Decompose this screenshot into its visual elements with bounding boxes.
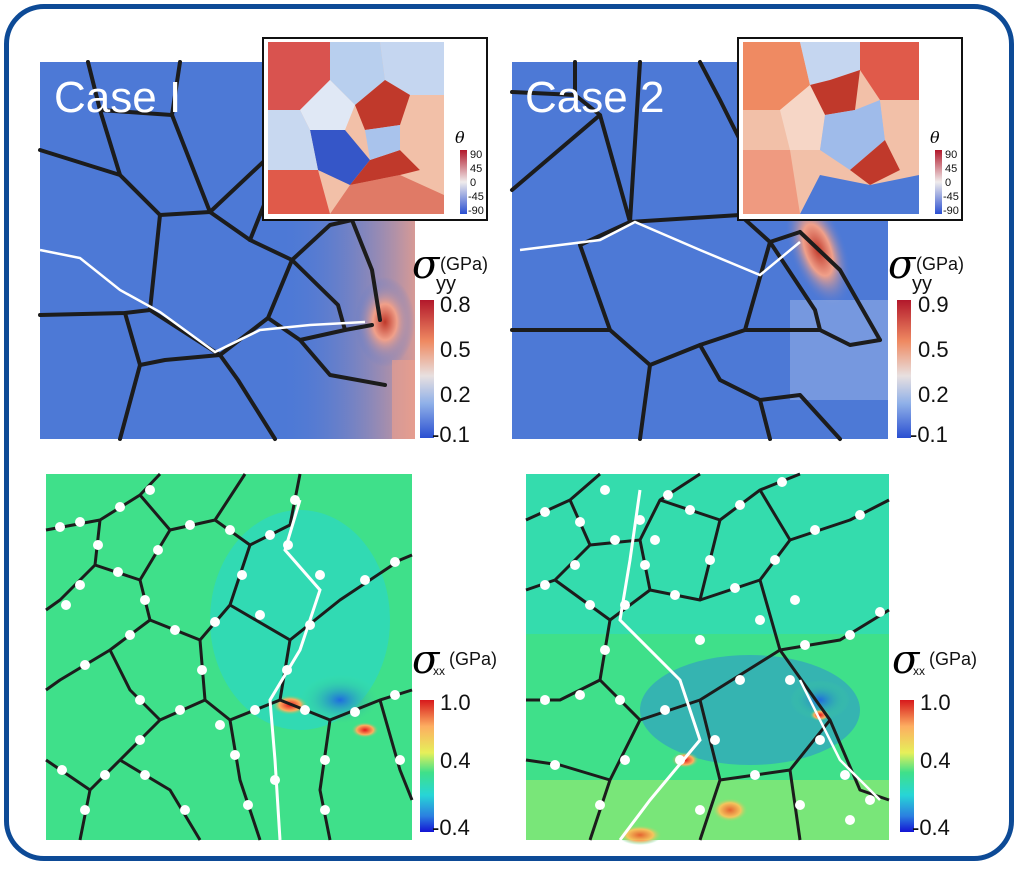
case1-sigma-xx-unit: (GPa) [449, 649, 497, 669]
case1-xx-tick: -0.4 [432, 815, 470, 840]
case2-theta-tick: -90 [943, 205, 959, 217]
case1-label: Case I [54, 73, 181, 122]
case2-xx-tick: 1.0 [920, 690, 951, 715]
case2-theta-tick: 90 [945, 149, 957, 161]
case1-orientation-inset: θ 90 45 0 -45 -90 [262, 37, 488, 221]
case2-sigma-yy-colorbar: σ yy (GPa) 0.9 0.5 0.2 -0.1 [888, 242, 964, 447]
case1-sigma-xx-subscript: xx [433, 664, 445, 678]
case1-sigma-xx-colorbar: σ xx (GPa) 1.0 0.4 -0.4 [412, 637, 497, 840]
case2-yy-tick: 0.9 [918, 292, 949, 317]
case1-yy-tick: 0.5 [440, 337, 471, 362]
case2-sigma-symbol: σ [888, 242, 917, 288]
case2-sigma-xx-unit: (GPa) [929, 649, 977, 669]
case2-sigma-xx-symbol: σ [892, 637, 921, 683]
case1-theta-tick: -45 [468, 191, 484, 203]
case1-sigma-unit: (GPa) [440, 254, 488, 274]
case2-sigma-xx-map [525, 472, 890, 845]
case1-sigma-xx-map [45, 472, 414, 841]
case2-xx-tick: -0.4 [912, 815, 950, 840]
case2-label: Case 2 [525, 73, 664, 122]
case2-yy-tick: 0.2 [918, 382, 949, 407]
case1-theta-tick: 0 [470, 177, 476, 189]
case2-orientation-inset: θ 90 45 0 -45 -90 [737, 37, 963, 221]
case2-theta-tick: 45 [945, 163, 957, 175]
case1-xx-tick: 0.4 [440, 748, 471, 773]
case2-theta-tick: -45 [943, 191, 959, 203]
case1-sigma-subscript: yy [436, 273, 456, 295]
case1-yy-tick: -0.1 [432, 422, 470, 447]
case2-sigma-subscript: yy [912, 273, 932, 295]
case2-yy-tick: -0.1 [910, 422, 948, 447]
case1-yy-tick: 0.8 [440, 292, 471, 317]
case2-theta-symbol: θ [930, 128, 940, 147]
case1-xx-tick: 1.0 [440, 690, 471, 715]
case1-sigma-xx-symbol: σ [412, 637, 441, 683]
case1-sigma-symbol: σ [412, 242, 441, 288]
case1-sigma-yy-colorbar: σ yy (GPa) 0.8 0.5 0.2 -0.1 [412, 242, 488, 447]
case2-theta-tick: 0 [945, 177, 951, 189]
case1-theta-tick: 90 [470, 149, 482, 161]
case2-xx-tick: 0.4 [920, 748, 951, 773]
case1-theta-tick: 45 [470, 163, 482, 175]
case2-sigma-xx-subscript: xx [913, 664, 925, 678]
case1-theta-tick: -90 [468, 205, 484, 217]
case2-yy-tick: 0.5 [918, 337, 949, 362]
case1-theta-symbol: θ [455, 128, 465, 147]
case2-sigma-unit: (GPa) [916, 254, 964, 274]
case2-sigma-xx-colorbar: σ xx (GPa) 1.0 0.4 -0.4 [892, 637, 977, 840]
case1-yy-tick: 0.2 [440, 382, 471, 407]
